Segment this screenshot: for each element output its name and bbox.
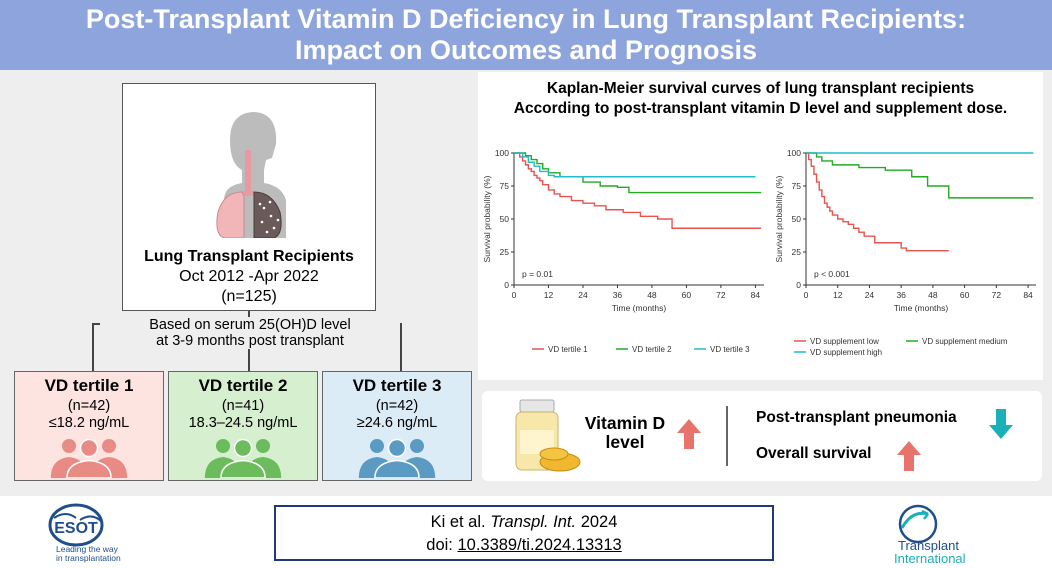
people-group-icon-3 [358, 438, 436, 478]
y-tick-label: 75 [500, 181, 510, 191]
p-value: p = 0.01 [522, 269, 553, 279]
vitamin-label-line-1: Vitamin D [584, 413, 666, 433]
vitamin-up-arrow-icon [677, 419, 701, 449]
tertile-3-n: (n=42) [375, 398, 419, 414]
vitamin-d-label: Vitamin D level [580, 414, 670, 452]
x-tick-label: 84 [1023, 290, 1033, 300]
tree-leg-3 [400, 323, 402, 371]
y-tick-label: 100 [495, 148, 509, 158]
x-tick-label: 24 [865, 290, 875, 300]
x-tick-label: 72 [992, 290, 1002, 300]
y-tick-label: 50 [792, 214, 802, 224]
y-tick-label: 25 [792, 247, 802, 257]
people-group-icon-2 [204, 438, 282, 478]
km-curve-2 [806, 152, 1034, 199]
x-tick-label: 60 [960, 290, 970, 300]
km-chart-tertile: 0 25 50 75 100 0 12 24 36 48 60 72 84 Time (months) Su… [482, 148, 764, 354]
km-title-line-2: According to post-transplant vitamin D l… [513, 100, 1008, 117]
recipients-count: (n=125) [221, 288, 277, 305]
y-tick-label: 25 [500, 247, 510, 257]
y-tick-label: 0 [504, 280, 509, 290]
lung-figure-icon [216, 112, 286, 238]
stratification-line-1: Based on serum 25(OH)D level [149, 317, 351, 333]
x-axis-label: Time (months) [894, 303, 949, 313]
citation-line-1: Ki et al. Transpl. Int. 2024 [276, 513, 772, 532]
citation-box: Ki et al. Transpl. Int. 2024 doi: 10.338… [274, 505, 774, 561]
pneumonia-label: Post-transplant pneumonia [756, 409, 957, 426]
x-tick-label: 72 [716, 290, 726, 300]
people-group-icon-1 [50, 438, 128, 478]
ti-line-1: Transplant [898, 538, 959, 553]
citation-line-2: doi: 10.3389/ti.2024.13313 [276, 536, 772, 555]
km-curve-3 [514, 152, 756, 178]
header-banner: Post-Transplant Vitamin D Deficiency in … [0, 0, 1052, 70]
title-line-1: Post-Transplant Vitamin D Deficiency in … [85, 4, 967, 34]
summary-divider [726, 406, 728, 466]
esot-tagline-2: in transplantation [56, 553, 121, 563]
x-tick-label: 36 [896, 290, 906, 300]
legend-label: VD tertile 1 [548, 345, 588, 354]
y-axis-label: Survival probability (%) [482, 175, 492, 262]
doi-prefix: doi: [426, 536, 453, 554]
survival-up-arrow-icon [897, 441, 921, 471]
legend-label: VD supplement medium [922, 337, 1008, 346]
x-tick-label: 48 [928, 290, 938, 300]
km-chart-supplement: 0 25 50 75 100 0 12 24 36 48 60 72 84 Time (months) Su… [774, 148, 1036, 357]
esot-tagline-1: Leading the way [56, 544, 119, 554]
recipients-title: Lung Transplant Recipients [144, 248, 354, 265]
esot-logo: ESOT Leading the way in transplantation [48, 503, 121, 563]
tree-leg-2 [248, 340, 250, 371]
y-tick-label: 75 [792, 181, 802, 191]
tertile-1-n: (n=42) [67, 398, 111, 414]
citation-year: 2024 [580, 513, 618, 531]
km-title-line-1: Kaplan-Meier survival curves of lung tra… [546, 80, 975, 97]
y-tick-label: 0 [796, 280, 801, 290]
ti-line-2: International [894, 551, 966, 564]
p-value: p < 0.001 [814, 269, 850, 279]
citation-journal: Transpl. Int. [490, 513, 577, 531]
legend-label: VD tertile 3 [710, 345, 750, 354]
survival-label: Overall survival [756, 445, 872, 462]
esot-name: ESOT [54, 520, 98, 537]
y-tick-label: 50 [500, 214, 510, 224]
pneumonia-down-arrow-icon [989, 409, 1013, 439]
tertile-3-range: ≥24.6 ng/mL [356, 415, 438, 431]
x-tick-label: 84 [751, 290, 761, 300]
tertile-2-title: VD tertile 2 [198, 376, 288, 395]
legend-label: VD tertile 2 [632, 345, 672, 354]
tertile-1-title: VD tertile 1 [44, 376, 134, 395]
stratification-line-2: at 3-9 months post transplant [156, 333, 344, 349]
x-tick-label: 48 [647, 290, 657, 300]
tertile-3-title: VD tertile 3 [352, 376, 442, 395]
y-axis-label: Survival probability (%) [774, 175, 784, 262]
x-tick-label: 0 [512, 290, 517, 300]
tertile-1-range: ≤18.2 ng/mL [48, 415, 130, 431]
tree-leg-1 [92, 323, 94, 371]
km-curve-1 [806, 152, 949, 252]
stratification-note: Based on serum 25(OH)D level at 3-9 mont… [100, 317, 400, 349]
tertile-2-n: (n=41) [221, 398, 265, 414]
vitamin-label-line-2: level [605, 432, 645, 452]
y-tick-label: 100 [787, 148, 801, 158]
x-tick-label: 24 [578, 290, 588, 300]
km-charts: 0 25 50 75 100 0 12 24 36 48 60 72 84 Time (months) Su… [482, 148, 1036, 357]
recipients-period: Oct 2012 -Apr 2022 [179, 268, 319, 285]
km-panel [478, 72, 1043, 380]
citation-authors: Ki et al. [430, 513, 486, 531]
legend-label: VD supplement low [810, 337, 879, 346]
x-axis-label: Time (months) [612, 303, 667, 313]
title-line-2: Impact on Outcomes and Prognosis [294, 35, 758, 65]
x-tick-label: 0 [804, 290, 809, 300]
x-tick-label: 36 [613, 290, 623, 300]
doi-link[interactable]: 10.3389/ti.2024.13313 [457, 536, 622, 554]
vitamin-bottle-icon [515, 399, 581, 472]
tertile-2-range: 18.3–24.5 ng/mL [188, 415, 298, 431]
km-curve-1 [514, 152, 762, 229]
x-tick-label: 60 [682, 290, 692, 300]
km-curve-2 [514, 152, 762, 194]
x-tick-label: 12 [544, 290, 554, 300]
legend-label: VD supplement high [810, 348, 882, 357]
x-tick-label: 12 [833, 290, 843, 300]
transplant-international-logo: Transplant International [894, 504, 966, 564]
